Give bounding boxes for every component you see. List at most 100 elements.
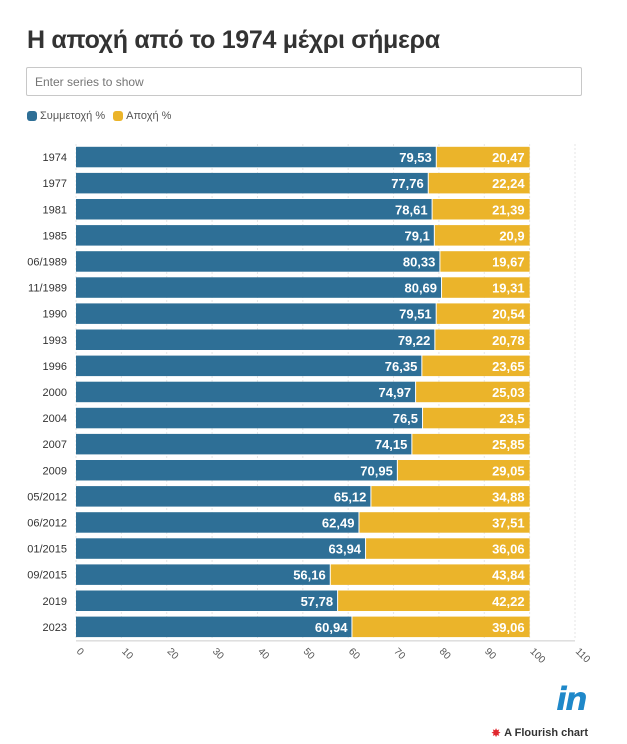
bar-abstention bbox=[440, 251, 530, 272]
bar-abstention bbox=[436, 303, 530, 324]
bar-abstention bbox=[366, 538, 530, 559]
bar-participation bbox=[76, 355, 422, 377]
bar-participation bbox=[76, 277, 442, 298]
bar-participation bbox=[76, 433, 412, 455]
data-label-abstention: 20,47 bbox=[492, 150, 525, 165]
x-tick-label: 30 bbox=[210, 646, 226, 662]
in-logo[interactable]: in bbox=[556, 680, 588, 718]
series-search-input[interactable] bbox=[26, 67, 582, 96]
x-tick-label: 80 bbox=[437, 646, 453, 662]
bar-abstention bbox=[428, 172, 530, 194]
data-label-participation: 78,61 bbox=[395, 202, 428, 217]
x-tick-label: 10 bbox=[119, 646, 135, 662]
category-label: 05/2012 bbox=[27, 491, 67, 503]
data-label-abstention: 23,65 bbox=[492, 359, 525, 374]
x-tick-label: 50 bbox=[301, 646, 317, 662]
category-label: 01/2015 bbox=[27, 544, 67, 556]
chart-title: Η αποχή από το 1974 μέχρι σήμερα bbox=[27, 26, 440, 54]
x-tick-label: 60 bbox=[346, 646, 362, 662]
data-label-abstention: 23,5 bbox=[499, 411, 524, 426]
data-label-participation: 70,95 bbox=[360, 463, 393, 478]
data-label-participation: 62,49 bbox=[322, 515, 355, 530]
bar-participation bbox=[76, 590, 338, 611]
bar-participation bbox=[76, 329, 435, 350]
data-label-participation: 74,15 bbox=[375, 437, 408, 452]
bar-abstention bbox=[338, 590, 530, 611]
data-label-abstention: 25,85 bbox=[492, 437, 525, 452]
bar-participation bbox=[76, 199, 432, 220]
data-label-participation: 56,16 bbox=[293, 568, 326, 583]
data-label-abstention: 22,24 bbox=[492, 176, 525, 191]
data-label-participation: 76,35 bbox=[385, 359, 418, 374]
category-label: 1981 bbox=[43, 204, 67, 216]
bar-participation bbox=[76, 303, 436, 324]
bar-abstention bbox=[352, 616, 530, 638]
legend-label-abstention: Αποχή % bbox=[126, 110, 172, 122]
data-label-participation: 79,22 bbox=[398, 333, 431, 348]
category-label: 1993 bbox=[43, 335, 67, 347]
x-tick-label: 0 bbox=[74, 646, 86, 658]
data-label-abstention: 19,67 bbox=[492, 254, 525, 269]
bar-abstention bbox=[412, 433, 530, 455]
bar-participation bbox=[76, 225, 434, 246]
legend-item-participation[interactable]: Συμμετοχή % bbox=[27, 110, 105, 122]
bar-participation bbox=[76, 616, 352, 638]
data-label-abstention: 42,22 bbox=[492, 594, 525, 609]
category-label: 1990 bbox=[43, 309, 67, 321]
bar-participation bbox=[76, 486, 371, 507]
data-label-participation: 76,5 bbox=[393, 411, 418, 426]
bar-participation bbox=[76, 146, 436, 168]
bar-abstention bbox=[436, 146, 530, 168]
data-label-participation: 60,94 bbox=[315, 620, 348, 635]
bar-abstention bbox=[442, 277, 530, 298]
bar-participation bbox=[76, 251, 440, 272]
data-label-participation: 79,51 bbox=[399, 307, 432, 322]
category-label: 1985 bbox=[43, 230, 67, 242]
x-tick-label: 20 bbox=[165, 646, 181, 662]
data-label-abstention: 43,84 bbox=[492, 568, 525, 583]
data-label-abstention: 20,54 bbox=[492, 307, 525, 322]
data-label-abstention: 20,9 bbox=[499, 228, 524, 243]
legend-item-abstention[interactable]: Αποχή % bbox=[113, 110, 171, 122]
category-label: 09/2015 bbox=[27, 570, 67, 582]
category-label: 11/1989 bbox=[28, 283, 67, 295]
bar-abstention bbox=[416, 381, 530, 403]
legend: Συμμετοχή % Αποχή % bbox=[27, 110, 171, 122]
data-label-abstention: 39,06 bbox=[492, 620, 525, 635]
data-label-abstention: 20,78 bbox=[492, 333, 525, 348]
data-label-participation: 74,97 bbox=[379, 385, 412, 400]
bar-abstention bbox=[371, 486, 530, 507]
category-label: 2007 bbox=[43, 439, 67, 451]
data-label-abstention: 36,06 bbox=[492, 542, 525, 557]
x-tick-label: 100 bbox=[528, 646, 548, 666]
data-label-participation: 77,76 bbox=[391, 176, 424, 191]
data-label-participation: 79,53 bbox=[399, 150, 432, 165]
category-label: 1977 bbox=[43, 178, 67, 190]
flourish-star-icon: ✸ bbox=[491, 726, 502, 740]
x-tick-label: 110 bbox=[573, 646, 592, 665]
bar-abstention bbox=[330, 564, 530, 585]
bar-participation bbox=[76, 172, 428, 194]
bar-abstention bbox=[434, 225, 530, 246]
bar-participation bbox=[76, 564, 330, 585]
category-label: 2009 bbox=[43, 465, 67, 477]
category-label: 2023 bbox=[43, 622, 67, 634]
bar-abstention bbox=[432, 199, 530, 220]
category-label: 2019 bbox=[43, 596, 67, 608]
flourish-credit[interactable]: ✸ A Flourish chart bbox=[491, 726, 588, 740]
category-label: 1996 bbox=[43, 361, 67, 373]
flourish-credit-label: A Flourish chart bbox=[504, 727, 588, 739]
data-label-participation: 80,33 bbox=[403, 254, 436, 269]
bar-participation bbox=[76, 460, 397, 481]
category-label: 06/1989 bbox=[27, 256, 67, 268]
category-label: 1974 bbox=[43, 152, 67, 164]
bar-abstention bbox=[397, 460, 530, 481]
legend-label-participation: Συμμετοχή % bbox=[40, 110, 106, 122]
bar-participation bbox=[76, 407, 423, 429]
bar-abstention bbox=[359, 512, 530, 533]
x-tick-label: 40 bbox=[255, 646, 271, 662]
data-label-abstention: 21,39 bbox=[492, 202, 525, 217]
legend-swatch-participation bbox=[27, 111, 37, 121]
legend-swatch-abstention bbox=[113, 111, 124, 121]
